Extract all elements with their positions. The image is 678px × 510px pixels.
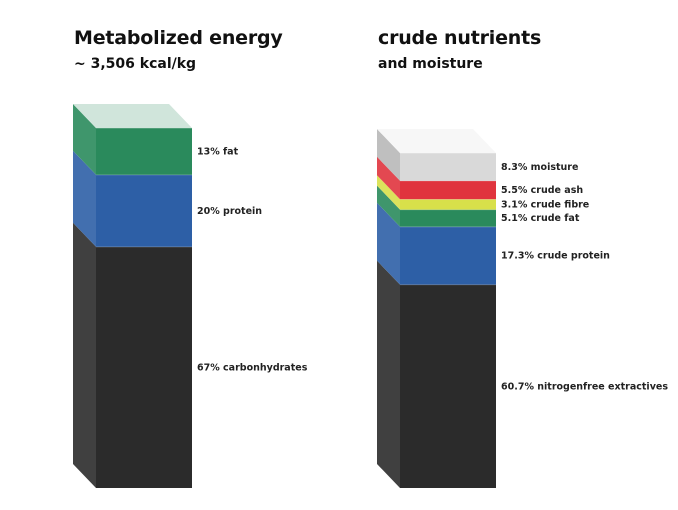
bar-label-protein: 20% protein: [197, 206, 262, 217]
bar-side-crude-fibre: [377, 175, 400, 210]
chart-1-subtitle: ~ 3,506 kcal/kg: [74, 56, 197, 72]
bar-segment-carbonhydrates: [96, 246, 192, 488]
bar-side-moisture: [377, 129, 400, 181]
chart-1-title: Metabolized energy: [74, 27, 283, 49]
bar-label-crude-fat: 5.1% crude fat: [501, 213, 580, 224]
chart-2-column: 60.7% nitrogenfree extractives 17.3% crud…: [377, 129, 668, 488]
bar-segment-crude-fat: [400, 209, 496, 227]
bar-side-crude-fat: [377, 185, 400, 227]
bar-label-crude-protein: 17.3% crude protein: [501, 251, 610, 262]
bar-label-moisture: 8.3% moisture: [501, 162, 578, 173]
bar-top-face: [377, 129, 496, 153]
chart-1-column: 67% carbonhydrates 20% protein 13% fat: [73, 104, 308, 489]
bar-top-face: [73, 104, 192, 128]
bar-side-fat: [73, 104, 96, 175]
bar-side-nitrogenfree-extractives: [377, 260, 400, 488]
bar-segment-crude-protein: [400, 226, 496, 285]
bar-segment-crude-fibre: [400, 199, 496, 210]
bar-side-crude-protein: [377, 202, 400, 285]
bar-side-protein: [73, 150, 96, 247]
chart-2-subtitle: and moisture: [378, 56, 483, 72]
bar-label-nitrogenfree-extractives: 60.7% nitrogenfree extractives: [501, 381, 668, 392]
bar-segment-fat: [96, 128, 192, 175]
chart-2-title: crude nutrients: [378, 27, 542, 49]
bar-label-crude-ash: 5.5% crude ash: [501, 185, 583, 196]
bar-segment-moisture: [400, 153, 496, 181]
bar-segment-crude-ash: [400, 180, 496, 200]
bar-side-crude-ash: [377, 156, 400, 200]
bar-segment-protein: [96, 174, 192, 247]
bar-segment-nitrogenfree-extractives: [400, 284, 496, 488]
bar-side-carbonhydrates: [73, 222, 96, 489]
bar-label-fat: 13% fat: [197, 146, 239, 157]
bar-label-crude-fibre: 3.1% crude fibre: [501, 199, 589, 210]
bar-label-carbonhydrates: 67% carbonhydrates: [197, 362, 308, 373]
